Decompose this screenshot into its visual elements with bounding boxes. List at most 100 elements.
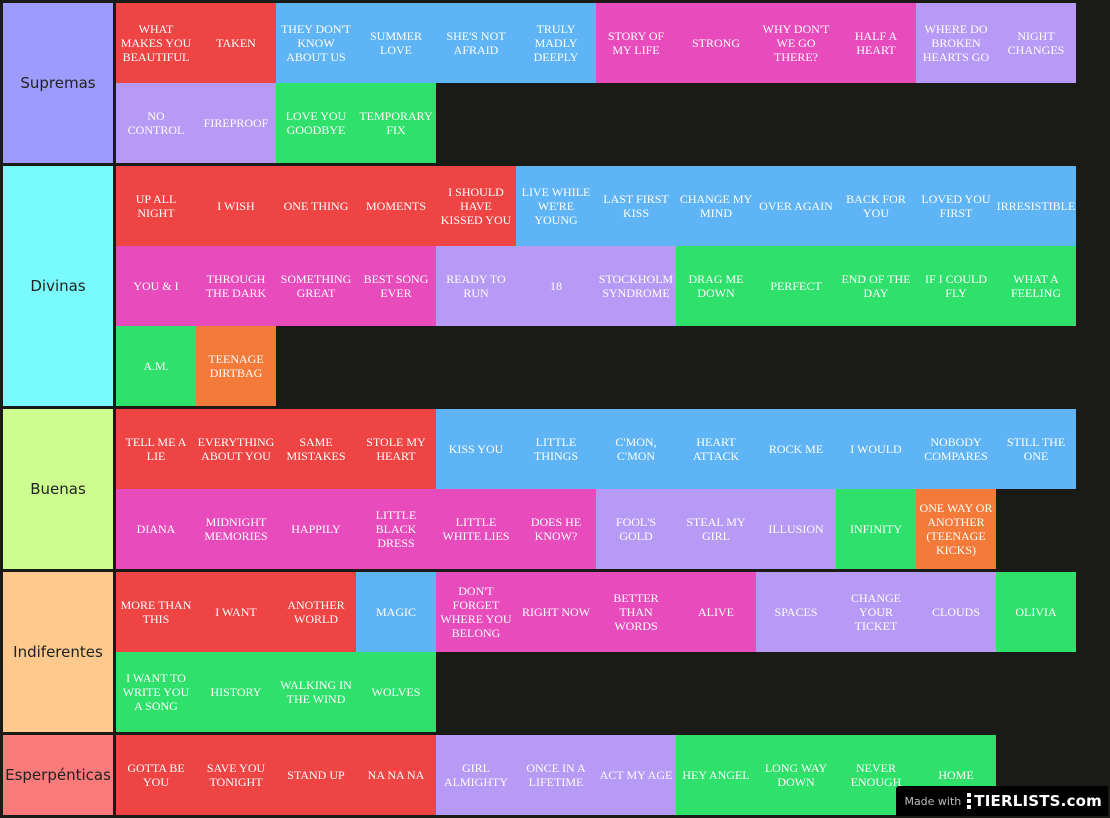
song-tile[interactable]: WHERE DO BROKEN HEARTS GO: [916, 3, 996, 83]
song-tile[interactable]: DIANA: [116, 489, 196, 569]
song-tile[interactable]: MOMENTS: [356, 166, 436, 246]
song-tile[interactable]: EVERYTHING ABOUT YOU: [196, 409, 276, 489]
song-tile[interactable]: INFINITY: [836, 489, 916, 569]
song-tile[interactable]: TRULY MADLY DEEPLY: [516, 3, 596, 83]
song-tile[interactable]: LIVE WHILE WE'RE YOUNG: [516, 166, 596, 246]
song-tile[interactable]: NO CONTROL: [116, 83, 196, 163]
song-tile[interactable]: LITTLE WHITE LIES: [436, 489, 516, 569]
song-tile[interactable]: WHAT A FEELING: [996, 246, 1076, 326]
song-tile[interactable]: BETTER THAN WORDS: [596, 572, 676, 652]
song-tile[interactable]: LONG WAY DOWN: [756, 735, 836, 815]
song-tile[interactable]: FOOL'S GOLD: [596, 489, 676, 569]
song-tile[interactable]: IRRESISTIBLE: [996, 166, 1076, 246]
song-tile[interactable]: CHANGE YOUR TICKET: [836, 572, 916, 652]
song-tile[interactable]: STEAL MY GIRL: [676, 489, 756, 569]
tier-label[interactable]: Esperpénticas: [3, 735, 113, 815]
song-tile[interactable]: CLOUDS: [916, 572, 996, 652]
song-tile[interactable]: IF I COULD FLY: [916, 246, 996, 326]
song-tile[interactable]: ACT MY AGE: [596, 735, 676, 815]
song-tile[interactable]: I WOULD: [836, 409, 916, 489]
song-tile[interactable]: DON'T FORGET WHERE YOU BELONG: [436, 572, 516, 652]
song-tile[interactable]: I WANT TO WRITE YOU A SONG: [116, 652, 196, 732]
song-tile[interactable]: KISS YOU: [436, 409, 516, 489]
song-tile[interactable]: SUMMER LOVE: [356, 3, 436, 83]
song-tile[interactable]: HEART ATTACK: [676, 409, 756, 489]
song-tile[interactable]: WALKING IN THE WIND: [276, 652, 356, 732]
song-tile[interactable]: THEY DON'T KNOW ABOUT US: [276, 3, 356, 83]
song-tile[interactable]: ONE THING: [276, 166, 356, 246]
song-tile[interactable]: YOU & I: [116, 246, 196, 326]
song-tile[interactable]: LOVE YOU GOODBYE: [276, 83, 356, 163]
song-tile[interactable]: UP ALL NIGHT: [116, 166, 196, 246]
tier-items: UP ALL NIGHT I WISH ONE THING MOMENTS I SHOU…: [116, 166, 1076, 406]
song-tile[interactable]: TEENAGE DIRTBAG: [196, 326, 276, 406]
song-tile[interactable]: NEVER ENOUGH: [836, 735, 916, 815]
song-tile[interactable]: NA NA NA: [356, 735, 436, 815]
song-tile[interactable]: STOLE MY HEART: [356, 409, 436, 489]
tier-label[interactable]: Indiferentes: [3, 572, 113, 732]
song-tile[interactable]: C'MON, C'MON: [596, 409, 676, 489]
song-tile[interactable]: STRONG: [676, 3, 756, 83]
song-tile[interactable]: ROCK ME: [756, 409, 836, 489]
song-tile[interactable]: A.M.: [116, 326, 196, 406]
song-tile[interactable]: LOVED YOU FIRST: [916, 166, 996, 246]
song-tile[interactable]: WOLVES: [356, 652, 436, 732]
song-tile[interactable]: HEY ANGEL: [676, 735, 756, 815]
song-tile[interactable]: MAGIC: [356, 572, 436, 652]
song-tile[interactable]: 18: [516, 246, 596, 326]
song-tile[interactable]: WHY DON'T WE GO THERE?: [756, 3, 836, 83]
song-tile[interactable]: LAST FIRST KISS: [596, 166, 676, 246]
tier-label[interactable]: Divinas: [3, 166, 113, 406]
song-tile[interactable]: HALF A HEART: [836, 3, 916, 83]
song-tile[interactable]: WHAT MAKES YOU BEAUTIFUL: [116, 3, 196, 83]
song-tile[interactable]: DOES HE KNOW?: [516, 489, 596, 569]
song-tile[interactable]: NOBODY COMPARES: [916, 409, 996, 489]
tier-label[interactable]: Supremas: [3, 3, 113, 163]
song-tile[interactable]: READY TO RUN: [436, 246, 516, 326]
song-tile[interactable]: MORE THAN THIS: [116, 572, 196, 652]
song-tile[interactable]: GIRL ALMIGHTY: [436, 735, 516, 815]
song-tile[interactable]: END OF THE DAY: [836, 246, 916, 326]
song-tile[interactable]: TELL ME A LIE: [116, 409, 196, 489]
tier-items: WHAT MAKES YOU BEAUTIFUL TAKEN THEY DON'T …: [116, 3, 1076, 163]
song-tile[interactable]: HISTORY: [196, 652, 276, 732]
song-tile[interactable]: MIDNIGHT MEMORIES: [196, 489, 276, 569]
song-tile[interactable]: SAME MISTAKES: [276, 409, 356, 489]
song-tile[interactable]: STILL THE ONE: [996, 409, 1076, 489]
song-tile[interactable]: BEST SONG EVER: [356, 246, 436, 326]
song-tile[interactable]: STAND UP: [276, 735, 356, 815]
song-tile[interactable]: BACK FOR YOU: [836, 166, 916, 246]
song-tile[interactable]: ILLUSION: [756, 489, 836, 569]
song-tile[interactable]: DRAG ME DOWN: [676, 246, 756, 326]
song-tile[interactable]: I WANT: [196, 572, 276, 652]
song-tile[interactable]: SAVE YOU TONIGHT: [196, 735, 276, 815]
song-tile[interactable]: PERFECT: [756, 246, 836, 326]
song-tile[interactable]: SHE'S NOT AFRAID: [436, 3, 516, 83]
song-tile[interactable]: THROUGH THE DARK: [196, 246, 276, 326]
song-tile[interactable]: SPACES: [756, 572, 836, 652]
song-tile[interactable]: TAKEN: [196, 3, 276, 83]
song-tile[interactable]: ANOTHER WORLD: [276, 572, 356, 652]
song-tile[interactable]: OVER AGAIN: [756, 166, 836, 246]
song-tile[interactable]: I WISH: [196, 166, 276, 246]
song-tile[interactable]: ONE WAY OR ANOTHER (TEENAGE KICKS): [916, 489, 996, 569]
song-tile[interactable]: STOCKHOLM SYNDROME: [596, 246, 676, 326]
song-tile[interactable]: RIGHT NOW: [516, 572, 596, 652]
song-tile[interactable]: CHANGE MY MIND: [676, 166, 756, 246]
song-tile[interactable]: STORY OF MY LIFE: [596, 3, 676, 83]
song-tile[interactable]: ALIVE: [676, 572, 756, 652]
song-tile[interactable]: ONCE IN A LIFETIME: [516, 735, 596, 815]
song-tile[interactable]: GOTTA BE YOU: [116, 735, 196, 815]
song-tile[interactable]: OLIVIA: [996, 572, 1076, 652]
song-tile[interactable]: HAPPILY: [276, 489, 356, 569]
song-tile[interactable]: NIGHT CHANGES: [996, 3, 1076, 83]
song-tile[interactable]: I SHOULD HAVE KISSED YOU: [436, 166, 516, 246]
watermark-brand: TIERLISTS.com: [974, 792, 1102, 810]
song-tile[interactable]: FIREPROOF: [196, 83, 276, 163]
song-tile[interactable]: SOMETHING GREAT: [276, 246, 356, 326]
tierlists-watermark[interactable]: Made with TIERLISTS.com: [896, 786, 1108, 816]
song-tile[interactable]: LITTLE THINGS: [516, 409, 596, 489]
song-tile[interactable]: LITTLE BLACK DRESS: [356, 489, 436, 569]
tier-label[interactable]: Buenas: [3, 409, 113, 569]
song-tile[interactable]: TEMPORARY FIX: [356, 83, 436, 163]
